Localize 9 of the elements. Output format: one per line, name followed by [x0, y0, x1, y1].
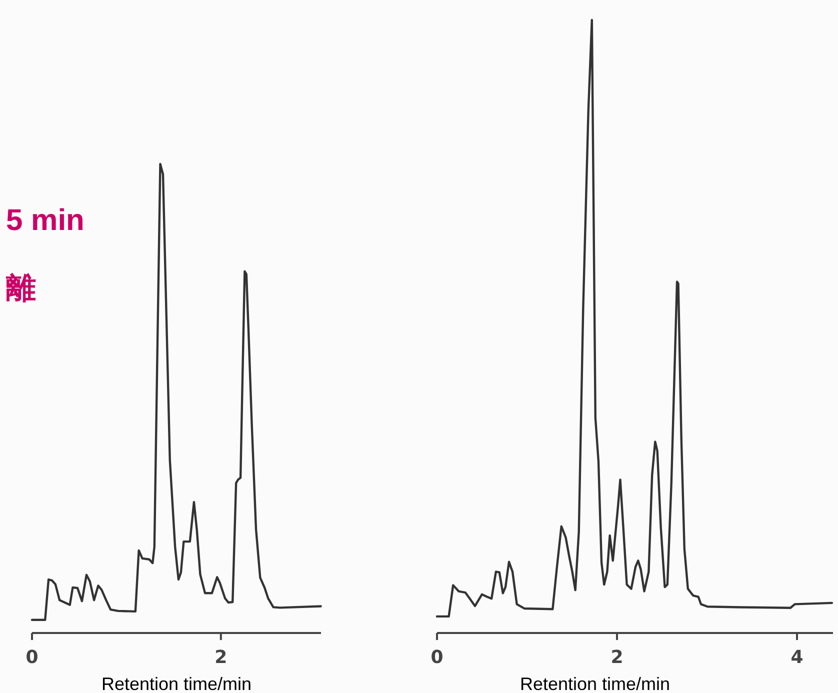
x-tick-label: 4 [790, 647, 804, 668]
x-tick-label: 2 [214, 647, 228, 668]
x-tick-label: 0 [26, 647, 38, 668]
annotation: 5 min [6, 204, 84, 237]
x-tick-label: 0 [430, 647, 444, 668]
annotation: 離 [5, 272, 36, 305]
x-axis-title: Retention time/min [520, 674, 670, 693]
x-axis-title: Retention time/min [101, 674, 252, 693]
x-tick-label: 2 [610, 647, 624, 668]
